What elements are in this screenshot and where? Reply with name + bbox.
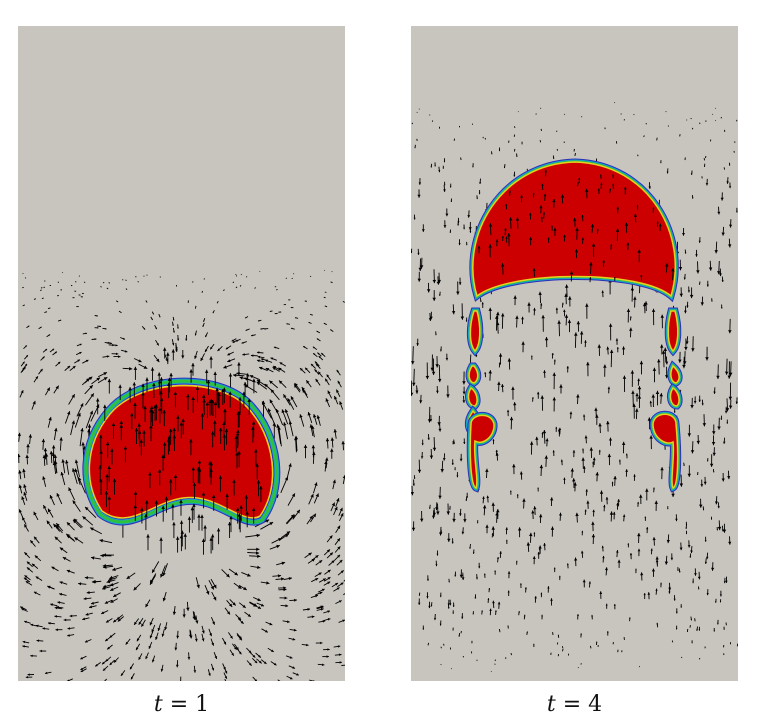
simulation-panel-t1 — [18, 26, 345, 681]
velocity-field-arrows — [18, 269, 345, 681]
phase-field-plot-t1 — [18, 269, 345, 681]
time-variable: t — [546, 692, 556, 717]
simulation-panel-t4 — [411, 26, 738, 681]
velocity-field-arrows-inside — [477, 169, 675, 283]
time-value: 4 — [588, 692, 603, 717]
velocity-field-arrows-inside — [98, 347, 276, 555]
phase-field-plot-t4 — [411, 102, 738, 672]
time-label-t1: t = 1 — [18, 692, 345, 717]
equals-sign: = — [169, 692, 189, 717]
droplet-interface — [464, 158, 683, 493]
time-value: 1 — [195, 692, 210, 717]
time-label-t4: t = 4 — [411, 692, 738, 717]
equals-sign: = — [562, 692, 582, 717]
time-variable: t — [153, 692, 163, 717]
